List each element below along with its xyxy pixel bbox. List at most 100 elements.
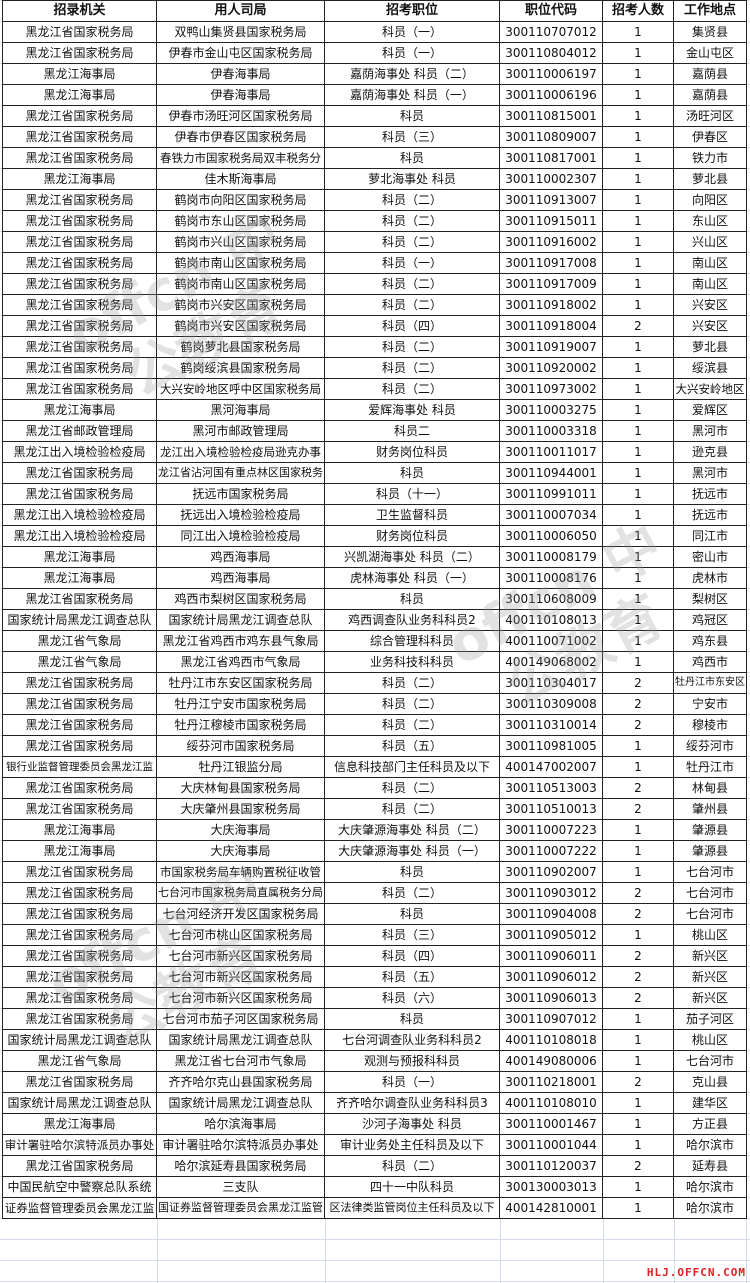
cell-headcount[interactable]: 1	[602, 147, 674, 169]
cell-position-code[interactable]: 300110304017	[499, 672, 603, 694]
column-header-agency[interactable]: 招录机关	[2, 0, 157, 22]
cell-agency[interactable]: 黑龙江省国家税务局	[2, 273, 157, 295]
cell-agency[interactable]: 黑龙江省国家税务局	[2, 735, 157, 757]
cell-agency[interactable]: 黑龙江海事局	[2, 819, 157, 841]
cell-headcount[interactable]: 1	[602, 567, 674, 589]
cell-headcount[interactable]: 2	[602, 315, 674, 337]
cell-headcount[interactable]: 1	[602, 210, 674, 232]
cell-agency[interactable]: 黑龙江海事局	[2, 399, 157, 421]
cell-location[interactable]: 嘉荫县	[673, 63, 747, 85]
cell-headcount[interactable]: 2	[602, 882, 674, 904]
cell-location[interactable]: 新兴区	[673, 945, 747, 967]
cell-location[interactable]: 伊春区	[673, 126, 747, 148]
cell-headcount[interactable]: 2	[602, 966, 674, 988]
cell-bureau[interactable]: 七台河市桃山区国家税务局	[156, 924, 325, 946]
cell-agency[interactable]: 黑龙江省气象局	[2, 1050, 157, 1072]
cell-headcount[interactable]: 1	[602, 819, 674, 841]
cell-position-code[interactable]: 400110108013	[499, 609, 603, 631]
cell-headcount[interactable]: 1	[602, 588, 674, 610]
cell-agency[interactable]: 黑龙江省国家税务局	[2, 987, 157, 1009]
cell-location[interactable]: 兴安区	[673, 315, 747, 337]
cell-bureau[interactable]: 七台河市新兴区国家税务局	[156, 966, 325, 988]
cell-bureau[interactable]: 龙江省沾河国有重点林区国家税务	[156, 462, 325, 484]
cell-headcount[interactable]: 1	[602, 105, 674, 127]
cell-bureau[interactable]: 大兴安岭地区呼中区国家税务局	[156, 378, 325, 400]
cell-headcount[interactable]: 2	[602, 798, 674, 820]
cell-position-code[interactable]: 300110907012	[499, 1008, 603, 1030]
cell-position[interactable]: 科员（二）	[324, 882, 500, 904]
cell-headcount[interactable]: 1	[602, 1113, 674, 1135]
cell-headcount[interactable]: 1	[602, 273, 674, 295]
cell-position[interactable]: 科员（二）	[324, 294, 500, 316]
cell-position[interactable]: 科员	[324, 105, 500, 127]
cell-agency[interactable]: 国家统计局黑龙江调查总队	[2, 609, 157, 631]
cell-headcount[interactable]: 1	[602, 609, 674, 631]
cell-position-code[interactable]: 300110804012	[499, 42, 603, 64]
cell-headcount[interactable]: 2	[602, 714, 674, 736]
cell-position[interactable]: 财务岗位科员	[324, 441, 500, 463]
cell-agency[interactable]: 黑龙江省国家税务局	[2, 693, 157, 715]
cell-bureau[interactable]: 七台河市国家税务局直属税务分局	[156, 882, 325, 904]
cell-position-code[interactable]: 300110608009	[499, 588, 603, 610]
cell-location[interactable]: 七台河市	[673, 1050, 747, 1072]
cell-agency[interactable]: 黑龙江省气象局	[2, 630, 157, 652]
cell-location[interactable]: 鸡冠区	[673, 609, 747, 631]
cell-position-code[interactable]: 400149080006	[499, 1050, 603, 1072]
cell-location[interactable]: 新兴区	[673, 987, 747, 1009]
cell-position-code[interactable]: 300110906013	[499, 987, 603, 1009]
cell-position[interactable]: 嘉荫海事处 科员（一）	[324, 84, 500, 106]
cell-headcount[interactable]: 1	[602, 252, 674, 274]
cell-location[interactable]: 南山区	[673, 252, 747, 274]
cell-position[interactable]: 科员（一）	[324, 21, 500, 43]
cell-headcount[interactable]: 1	[602, 462, 674, 484]
cell-agency[interactable]: 黑龙江省国家税务局	[2, 462, 157, 484]
cell-headcount[interactable]: 2	[602, 903, 674, 925]
cell-position[interactable]: 财务岗位科员	[324, 525, 500, 547]
cell-position-code[interactable]: 300110510013	[499, 798, 603, 820]
cell-bureau[interactable]: 鹤岗市南山区国家税务局	[156, 273, 325, 295]
cell-agency[interactable]: 黑龙江海事局	[2, 840, 157, 862]
cell-location[interactable]: 林甸县	[673, 777, 747, 799]
cell-position[interactable]: 科员（二）	[324, 189, 500, 211]
cell-position-code[interactable]: 300110944001	[499, 462, 603, 484]
cell-agency[interactable]: 黑龙江省国家税务局	[2, 210, 157, 232]
cell-agency[interactable]: 黑龙江省国家税务局	[2, 882, 157, 904]
cell-headcount[interactable]: 1	[602, 168, 674, 190]
cell-position-code[interactable]: 300110981005	[499, 735, 603, 757]
cell-location[interactable]: 方正县	[673, 1113, 747, 1135]
cell-location[interactable]: 爱辉区	[673, 399, 747, 421]
cell-location[interactable]: 新兴区	[673, 966, 747, 988]
cell-position[interactable]: 科员（二）	[324, 210, 500, 232]
cell-bureau[interactable]: 伊春市汤旺河区国家税务局	[156, 105, 325, 127]
cell-bureau[interactable]: 大庆海事局	[156, 819, 325, 841]
cell-position[interactable]: 齐齐哈尔调查队业务科科员3	[324, 1092, 500, 1114]
cell-position[interactable]: 科员（二）	[324, 693, 500, 715]
cell-bureau[interactable]: 鹤岗市南山区国家税务局	[156, 252, 325, 274]
cell-bureau[interactable]: 七台河市茄子河区国家税务局	[156, 1008, 325, 1030]
cell-location[interactable]: 肇州县	[673, 798, 747, 820]
cell-agency[interactable]: 黑龙江省国家税务局	[2, 336, 157, 358]
cell-bureau[interactable]: 大庆林甸县国家税务局	[156, 777, 325, 799]
cell-bureau[interactable]: 审计署驻哈尔滨特派员办事处	[156, 1134, 325, 1156]
cell-position[interactable]: 科员	[324, 147, 500, 169]
cell-position[interactable]: 科员（二）	[324, 714, 500, 736]
cell-agency[interactable]: 黑龙江省国家税务局	[2, 588, 157, 610]
cell-bureau[interactable]: 国家统计局黑龙江调查总队	[156, 1092, 325, 1114]
cell-position-code[interactable]: 300110915011	[499, 210, 603, 232]
cell-position-code[interactable]: 300110008176	[499, 567, 603, 589]
cell-position-code[interactable]: 300110006197	[499, 63, 603, 85]
cell-agency[interactable]: 黑龙江省国家税务局	[2, 294, 157, 316]
cell-agency[interactable]: 黑龙江省国家税务局	[2, 672, 157, 694]
cell-location[interactable]: 兴安区	[673, 294, 747, 316]
cell-headcount[interactable]: 1	[602, 525, 674, 547]
cell-location[interactable]: 桃山区	[673, 1029, 747, 1051]
cell-position[interactable]: 科员（二）	[324, 357, 500, 379]
cell-bureau[interactable]: 抚远市国家税务局	[156, 483, 325, 505]
cell-position-code[interactable]: 300110218001	[499, 1071, 603, 1093]
cell-agency[interactable]: 黑龙江省国家税务局	[2, 903, 157, 925]
cell-position[interactable]: 虎林海事处 科员（一）	[324, 567, 500, 589]
cell-position[interactable]: 科员（二）	[324, 273, 500, 295]
cell-location[interactable]: 抚远市	[673, 483, 747, 505]
cell-location[interactable]: 萝北县	[673, 336, 747, 358]
cell-location[interactable]: 铁力市	[673, 147, 747, 169]
